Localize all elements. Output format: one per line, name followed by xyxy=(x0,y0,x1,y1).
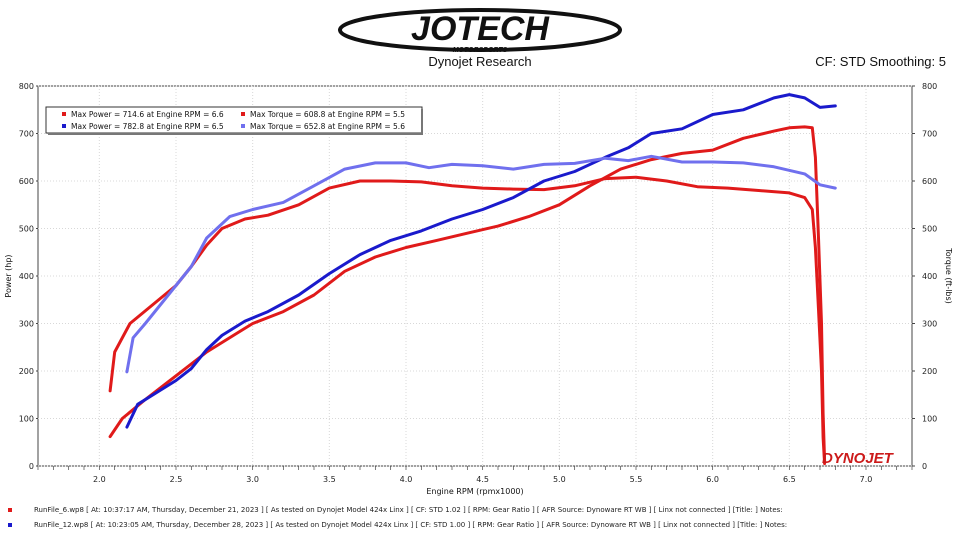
legend-swatch xyxy=(62,112,66,116)
dyno-chart: 0 0 100 100 200 200 300 300 400 400 500 500 600 600 70… xyxy=(4,82,953,496)
x-tick-label: 5.0 xyxy=(553,475,566,484)
cf-smoothing-label: CF: STD Smoothing: 5 xyxy=(815,54,946,69)
series-line-2 xyxy=(108,175,827,466)
y-tick-label-left: 400 xyxy=(19,272,34,281)
y-tick-label-right: 100 xyxy=(922,415,937,424)
footer-run-2-text: RunFile_12.wp8 [ At: 10:23:05 AM, Thursd… xyxy=(34,521,788,529)
x-tick-label: 4.5 xyxy=(476,475,489,484)
footer-run-1-text: RunFile_6.wp8 [ At: 10:37:17 AM, Thursda… xyxy=(34,506,783,514)
y-tick-label-right: 200 xyxy=(922,367,937,376)
x-tick-label: 5.5 xyxy=(630,475,643,484)
legend-swatch xyxy=(241,112,245,116)
chart-subtitle: Dynojet Research xyxy=(428,54,532,69)
footer-run-1: RunFile_6.wp8 [ At: 10:37:17 AM, Thursda… xyxy=(8,506,783,514)
footer-run-2: RunFile_12.wp8 [ At: 10:23:05 AM, Thursd… xyxy=(8,521,787,529)
logo-text: JOTECH xyxy=(411,10,550,48)
y-axis-title-left: Power (hp) xyxy=(4,254,13,297)
legend: Max Power = 714.6 at Engine RPM = 6.6 Max… xyxy=(45,106,423,135)
logo-subtext: MOTORSPORTS xyxy=(453,47,508,54)
x-axis-title: Engine RPM (rpmx1000) xyxy=(426,487,523,496)
run-1-color-swatch xyxy=(8,508,12,512)
x-tick-label: 4.0 xyxy=(400,475,413,484)
plot-area xyxy=(37,85,913,467)
y-tick-label-left: 500 xyxy=(19,225,34,234)
legend-entry-4: Max Torque = 652.8 at Engine RPM = 5.6 xyxy=(250,122,405,131)
legend-swatch xyxy=(62,124,66,128)
legend-entry-2: Max Torque = 608.8 at Engine RPM = 5.5 xyxy=(250,110,405,119)
y-tick-label-right: 0 xyxy=(922,462,927,471)
x-tick-label: 3.0 xyxy=(246,475,259,484)
dynojet-watermark: DYNOJET xyxy=(822,450,895,467)
y-tick-label-right: 800 xyxy=(922,82,937,91)
legend-entry-1: Max Power = 714.6 at Engine RPM = 6.6 xyxy=(71,110,224,119)
x-tick-label: 2.0 xyxy=(93,475,106,484)
jotech-logo-mark: JOTECH MOTORSPORTS xyxy=(338,8,622,54)
series-line-3 xyxy=(125,93,837,429)
y-tick-label-left: 100 xyxy=(19,415,34,424)
y-tick-label-right: 700 xyxy=(922,130,937,139)
x-tick-label: 6.5 xyxy=(783,475,796,484)
x-tick-label: 7.0 xyxy=(860,475,873,484)
legend-swatch xyxy=(241,124,245,128)
y-tick-label-left: 0 xyxy=(29,462,34,471)
y-tick-label-left: 600 xyxy=(19,177,34,186)
x-tick-label: 6.0 xyxy=(706,475,719,484)
logo: JOTECH MOTORSPORTS xyxy=(0,6,960,59)
y-tick-label-left: 200 xyxy=(19,367,34,376)
x-tick-label: 3.5 xyxy=(323,475,336,484)
series-line-4 xyxy=(125,154,837,374)
y-tick-label-left: 700 xyxy=(19,130,34,139)
x-tick-label: 2.5 xyxy=(170,475,183,484)
y-tick-label-right: 300 xyxy=(922,320,937,329)
legend-entry-3: Max Power = 782.8 at Engine RPM = 6.5 xyxy=(71,122,224,131)
series-line-1 xyxy=(108,125,827,463)
y-tick-label-right: 400 xyxy=(922,272,937,281)
y-tick-label-right: 500 xyxy=(922,225,937,234)
y-axis-title-right: Torque (ft-lbs) xyxy=(944,247,953,304)
y-tick-label-left: 800 xyxy=(19,82,34,91)
y-tick-label-right: 600 xyxy=(922,177,937,186)
run-2-color-swatch xyxy=(8,523,12,527)
y-tick-label-left: 300 xyxy=(19,320,34,329)
